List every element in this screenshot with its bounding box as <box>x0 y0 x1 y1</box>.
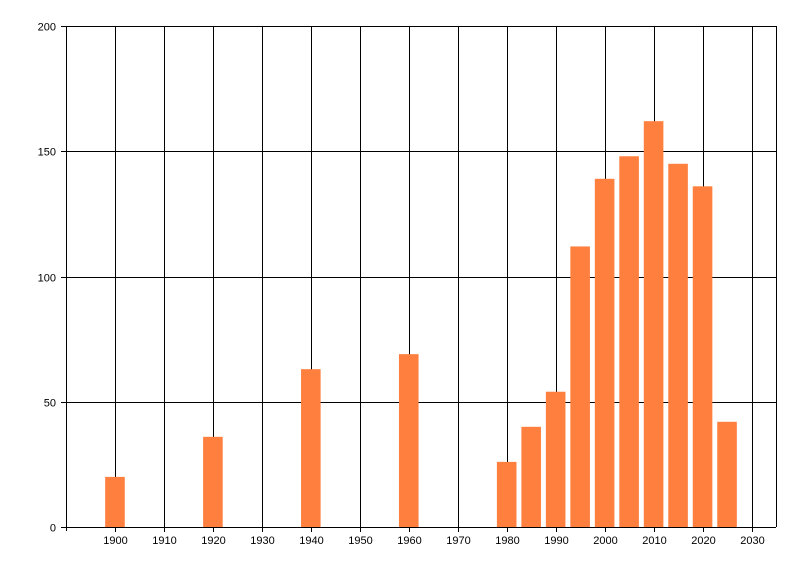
x-tick-label: 1980 <box>495 535 519 547</box>
bar <box>643 121 664 527</box>
x-tick-label: 1990 <box>544 535 568 547</box>
x-tick-label: 2030 <box>740 535 764 547</box>
bar <box>545 391 566 527</box>
bar <box>203 436 223 527</box>
bar <box>301 369 321 527</box>
bar <box>496 461 517 527</box>
bar <box>668 163 688 527</box>
x-tick-label: 1930 <box>250 535 274 547</box>
x-tick-label: 1960 <box>397 535 421 547</box>
y-tick-label: 100 <box>38 273 56 285</box>
x-tick-label: 1920 <box>201 535 225 547</box>
bar <box>717 421 737 527</box>
x-tick-label: 1910 <box>152 535 176 547</box>
bar <box>105 476 125 527</box>
y-tick-label: 50 <box>44 398 56 410</box>
y-tick-label: 150 <box>38 147 56 159</box>
bar <box>692 186 713 527</box>
bar <box>619 156 639 527</box>
x-tick-label: 1940 <box>299 535 323 547</box>
bar <box>521 426 541 527</box>
y-tick-label: 0 <box>50 523 56 535</box>
x-tick-label: 2020 <box>691 535 715 547</box>
tick-labels: 0 50 100 150 200 1900 1910 1920 1930 1940 1950 1960… <box>38 22 765 548</box>
y-tick-label: 200 <box>38 22 56 34</box>
x-tick-label: 1900 <box>103 535 127 547</box>
axes <box>61 26 776 532</box>
x-tick-label: 1970 <box>446 535 470 547</box>
x-tick-label: 1950 <box>348 535 372 547</box>
bar <box>398 354 419 527</box>
bars <box>105 121 737 527</box>
bar <box>594 178 615 527</box>
bar <box>570 246 590 527</box>
x-tick-label: 2010 <box>642 535 666 547</box>
x-tick-label: 2000 <box>593 535 617 547</box>
